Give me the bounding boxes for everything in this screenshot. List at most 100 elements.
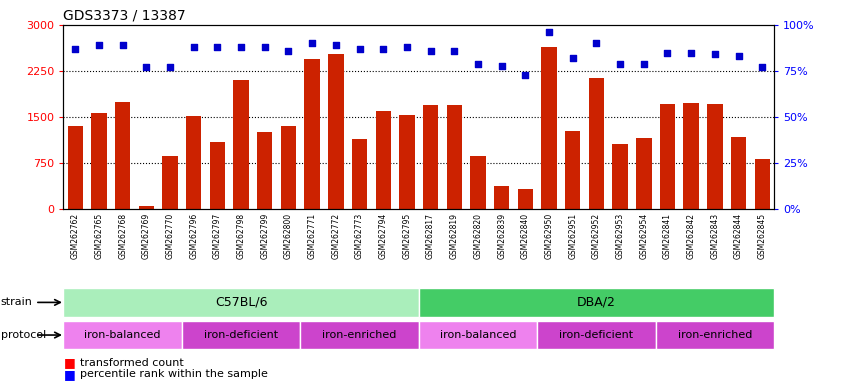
Bar — [466, 209, 490, 282]
Point — [637, 61, 651, 67]
Bar — [63, 321, 182, 349]
Text: GSM262771: GSM262771 — [308, 213, 316, 259]
Text: iron-balanced: iron-balanced — [440, 330, 516, 340]
Text: iron-enriched: iron-enriched — [678, 330, 752, 340]
Bar — [423, 105, 438, 209]
Bar — [182, 209, 206, 282]
Text: GSM262952: GSM262952 — [592, 213, 601, 259]
Bar — [210, 142, 225, 209]
Bar — [660, 104, 675, 209]
Bar — [684, 103, 699, 209]
Text: GSM262842: GSM262842 — [687, 213, 695, 259]
Bar — [135, 209, 158, 282]
Point — [661, 50, 674, 56]
Text: GSM262773: GSM262773 — [355, 213, 364, 259]
Text: ■: ■ — [63, 356, 75, 369]
Bar — [656, 321, 774, 349]
Point — [448, 48, 461, 54]
Bar — [206, 209, 229, 282]
Point — [471, 61, 485, 67]
Text: GSM262950: GSM262950 — [545, 213, 553, 259]
Point — [258, 44, 272, 50]
Bar — [305, 59, 320, 209]
Bar — [442, 209, 466, 282]
Point — [353, 46, 366, 52]
Point — [305, 40, 319, 46]
Text: protocol: protocol — [1, 330, 46, 340]
Bar — [139, 206, 154, 209]
Text: GSM262840: GSM262840 — [521, 213, 530, 259]
Text: GSM262762: GSM262762 — [71, 213, 80, 259]
Bar — [679, 209, 703, 282]
Bar — [300, 321, 419, 349]
Bar — [281, 126, 296, 209]
Text: ■: ■ — [63, 368, 75, 381]
Bar — [613, 144, 628, 209]
Point — [140, 64, 153, 70]
Text: iron-deficient: iron-deficient — [204, 330, 278, 340]
Text: percentile rank within the sample: percentile rank within the sample — [80, 369, 268, 379]
Bar — [399, 115, 415, 209]
Text: GSM262954: GSM262954 — [640, 213, 648, 259]
Bar — [565, 131, 580, 209]
Bar — [585, 209, 608, 282]
Point — [211, 44, 224, 50]
Bar — [300, 209, 324, 282]
Bar — [63, 288, 419, 317]
Text: GSM262794: GSM262794 — [379, 213, 387, 259]
Bar — [63, 209, 87, 282]
Text: GSM262795: GSM262795 — [403, 213, 411, 259]
Point — [613, 61, 627, 67]
Bar — [324, 209, 348, 282]
Bar — [703, 209, 727, 282]
Point — [495, 63, 508, 69]
Bar — [162, 156, 178, 209]
Point — [590, 40, 603, 46]
Bar — [115, 102, 130, 209]
Bar — [541, 47, 557, 209]
Point — [69, 46, 82, 52]
Text: GSM262769: GSM262769 — [142, 213, 151, 259]
Point — [684, 50, 698, 56]
Point — [755, 64, 769, 70]
Point — [92, 42, 106, 48]
Bar — [182, 321, 300, 349]
Bar — [87, 209, 111, 282]
Bar — [514, 209, 537, 282]
Point — [519, 72, 532, 78]
Point — [542, 29, 556, 35]
Bar — [111, 209, 135, 282]
Text: GDS3373 / 13387: GDS3373 / 13387 — [63, 8, 186, 22]
Text: GSM262770: GSM262770 — [166, 213, 174, 259]
Bar — [755, 159, 770, 209]
Point — [424, 48, 437, 54]
Bar — [608, 209, 632, 282]
Text: GSM262839: GSM262839 — [497, 213, 506, 259]
Text: GSM262819: GSM262819 — [450, 213, 459, 259]
Bar — [419, 321, 537, 349]
Text: transformed count: transformed count — [80, 358, 184, 368]
Bar — [233, 80, 249, 209]
Bar — [707, 104, 722, 209]
Bar — [371, 209, 395, 282]
Bar — [518, 189, 533, 209]
Bar — [561, 209, 585, 282]
Bar — [277, 209, 300, 282]
Bar — [91, 113, 107, 209]
Point — [329, 42, 343, 48]
Bar — [253, 209, 277, 282]
Text: GSM262843: GSM262843 — [711, 213, 719, 259]
Bar — [395, 209, 419, 282]
Bar — [589, 78, 604, 209]
Text: C57BL/6: C57BL/6 — [215, 296, 267, 309]
Bar — [636, 138, 651, 209]
Bar — [494, 186, 509, 209]
Text: iron-balanced: iron-balanced — [85, 330, 161, 340]
Point — [282, 48, 295, 54]
Text: GSM262844: GSM262844 — [734, 213, 743, 259]
Text: GSM262799: GSM262799 — [261, 213, 269, 259]
Text: GSM262798: GSM262798 — [237, 213, 245, 259]
Text: GSM262953: GSM262953 — [616, 213, 624, 259]
Text: DBA/2: DBA/2 — [577, 296, 616, 309]
Point — [400, 44, 414, 50]
